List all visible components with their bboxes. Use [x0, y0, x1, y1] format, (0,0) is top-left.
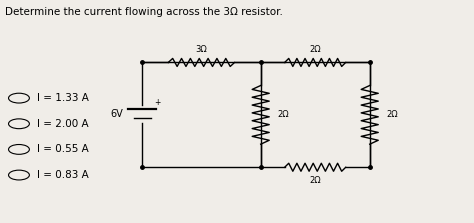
Text: I = 2.00 A: I = 2.00 A [37, 119, 89, 129]
Text: 3Ω: 3Ω [196, 45, 207, 54]
Text: I = 0.83 A: I = 0.83 A [37, 170, 89, 180]
Text: 2Ω: 2Ω [386, 110, 398, 119]
Text: I = 0.55 A: I = 0.55 A [37, 145, 89, 154]
Text: 2Ω: 2Ω [310, 45, 321, 54]
Text: I = 1.33 A: I = 1.33 A [37, 93, 89, 103]
Text: +: + [154, 98, 160, 107]
Text: 2Ω: 2Ω [310, 176, 321, 185]
Text: 2Ω: 2Ω [277, 110, 289, 119]
Text: Determine the current flowing across the 3Ω resistor.: Determine the current flowing across the… [5, 7, 283, 17]
Text: 6V: 6V [110, 109, 123, 119]
